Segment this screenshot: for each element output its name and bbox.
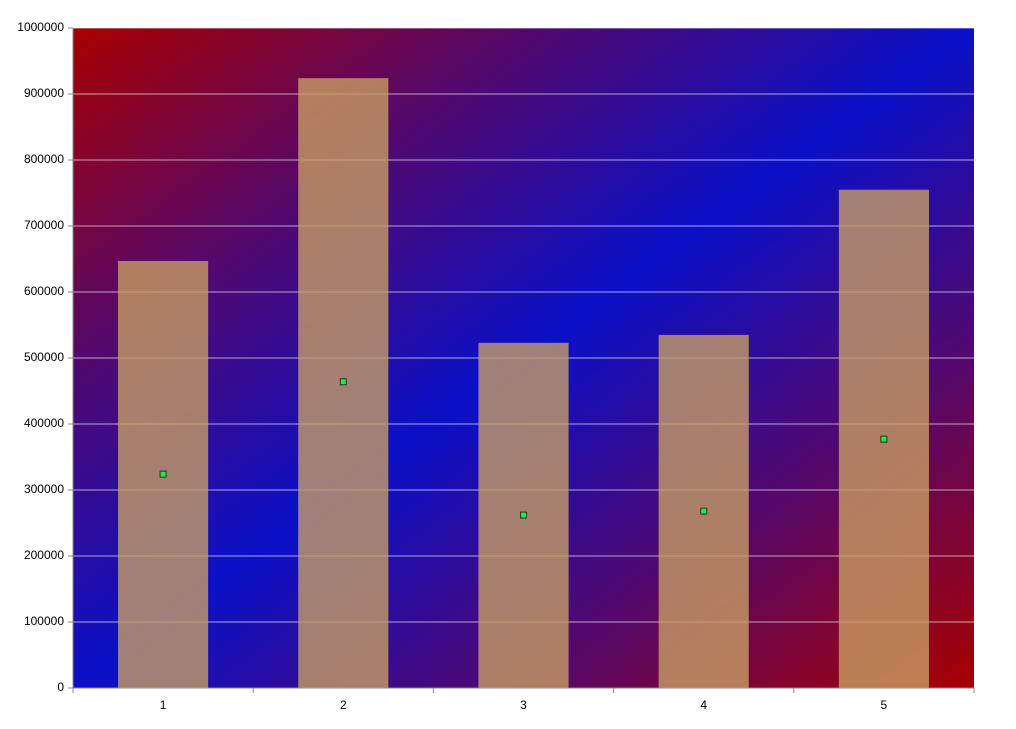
y-tick-label: 700000 [24, 218, 64, 232]
marker [339, 378, 347, 386]
marker [159, 470, 167, 478]
y-tick-label: 1000000 [17, 20, 64, 34]
y-tick-label: 600000 [24, 284, 64, 298]
y-tick-label: 0 [57, 680, 64, 694]
y-tick-label: 800000 [24, 152, 64, 166]
y-tick-label: 100000 [24, 614, 64, 628]
x-tick-label: 2 [340, 698, 347, 712]
x-tick-label: 1 [160, 698, 167, 712]
x-tick-label: 3 [520, 698, 527, 712]
x-tick-label: 4 [700, 698, 707, 712]
marker [520, 511, 527, 519]
marker [880, 435, 888, 443]
x-tick-label: 5 [881, 698, 888, 712]
marker [700, 507, 708, 515]
y-tick-label: 200000 [24, 548, 64, 562]
y-tick-label: 400000 [24, 416, 64, 430]
y-tick-label: 500000 [24, 350, 64, 364]
y-tick-label: 300000 [24, 482, 64, 496]
y-tick-label: 900000 [24, 86, 64, 100]
